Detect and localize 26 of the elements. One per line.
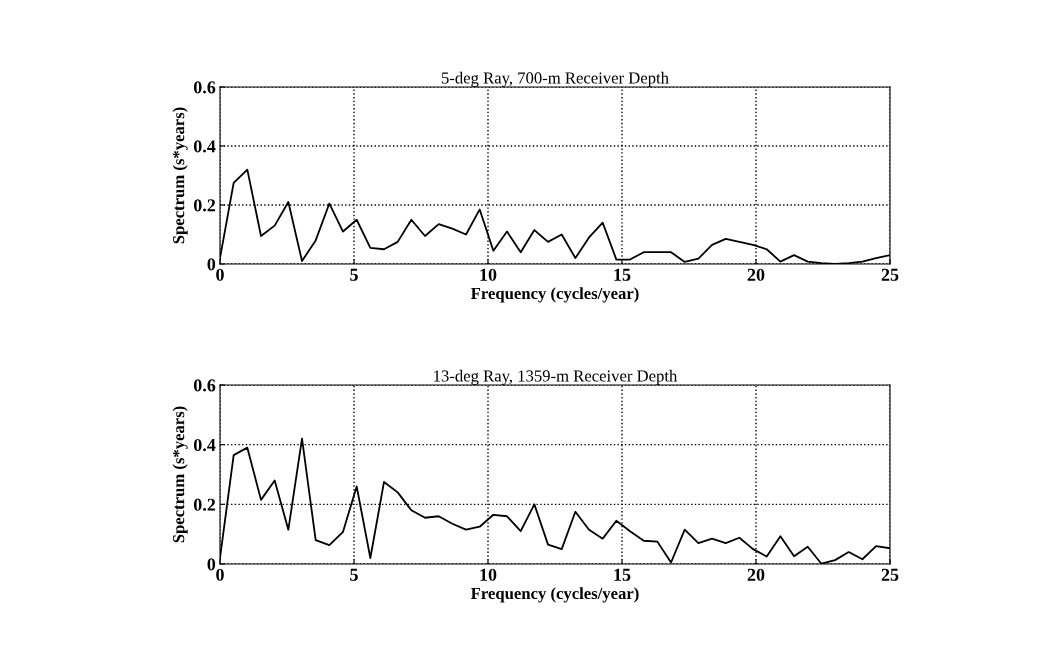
y-tick-label: 0.2 <box>193 498 216 511</box>
x-tick-label: 15 <box>614 568 631 581</box>
y-tick-label: 0.4 <box>193 140 216 153</box>
y-tick-label: 0.6 <box>193 379 216 392</box>
x-tick-label: 20 <box>747 568 765 581</box>
chart-title: 13-deg Ray, 1359-m Receiver Depth <box>434 369 678 385</box>
chart-title: 5-deg Ray, 700-m Receiver Depth <box>441 71 669 87</box>
y-axis-title: Spectrum (s*years) <box>172 406 188 543</box>
x-tick-label: 15 <box>614 268 631 281</box>
y-tick-label: 0.6 <box>193 81 216 94</box>
x-tick-label: 25 <box>881 268 899 281</box>
x-tick-label: 25 <box>881 568 899 581</box>
y-axis-title: Spectrum (s*years) <box>172 107 188 244</box>
x-tick-label: 0 <box>216 268 224 281</box>
x-axis-title: Frequency (cycles/year) <box>470 287 639 303</box>
x-tick-label: 5 <box>350 568 358 581</box>
y-tick-label: 0.2 <box>193 199 216 212</box>
y-tick-label: 0.4 <box>193 438 216 452</box>
x-axis-title: Frequency (cycles/year) <box>470 587 639 603</box>
y-tick-label: 0 <box>207 558 216 571</box>
x-tick-label: 10 <box>480 568 497 581</box>
x-tick-label: 20 <box>747 268 765 281</box>
x-tick-label: 0 <box>216 568 224 581</box>
x-tick-label: 10 <box>480 268 497 281</box>
x-tick-label: 5 <box>350 268 358 281</box>
y-tick-label: 0 <box>207 258 216 271</box>
